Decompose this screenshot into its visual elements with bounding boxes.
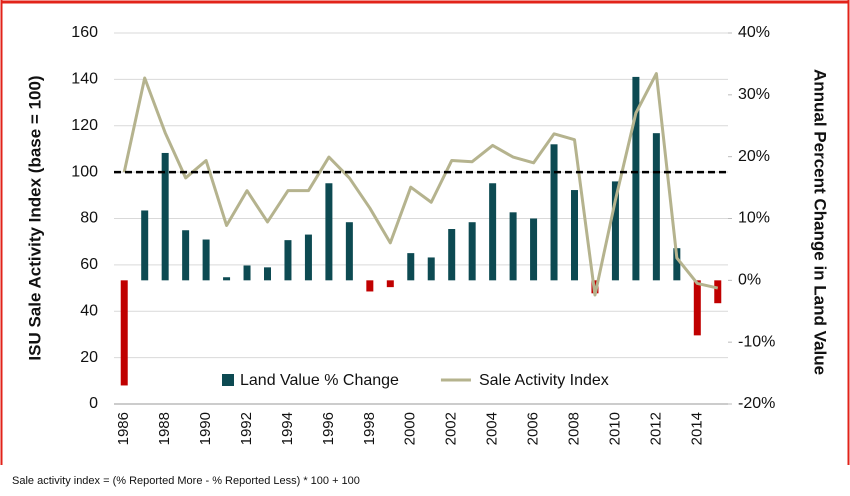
y2-tick-label: 20% [738,148,770,165]
bar [427,257,435,281]
x-tick-label: 1994 [279,412,296,445]
bar [550,144,558,281]
bar [652,133,660,281]
legend-label: Land Value % Change [240,372,399,389]
y-tick-label: 160 [71,24,98,41]
x-tick-label: 2010 [606,412,623,445]
x-tick-label: 2012 [647,412,664,445]
x-tick-label: 1990 [197,412,214,445]
x-tick-label: 1986 [115,412,132,445]
x-tick-label: 1998 [361,412,378,445]
bar [366,280,374,292]
bar [304,234,312,281]
bar [448,229,456,281]
bar [632,76,640,281]
x-tick-label: 1992 [238,412,255,445]
bar [243,265,251,281]
y2-tick-label: 10% [738,210,770,227]
bar [284,240,292,281]
bar [325,183,333,281]
y2-tick-label: -10% [738,333,775,350]
bar [407,253,415,281]
note: Sale activity index = (% Reported More -… [12,475,360,487]
bar [509,212,517,281]
y-tick-label: 40 [80,302,98,319]
bar [571,190,578,281]
y-tick-label: 80 [80,210,98,227]
y-tick-label: 140 [71,71,98,88]
bar [345,222,353,281]
x-tick-label: 2000 [402,412,419,445]
bar [264,267,271,281]
line [122,72,719,297]
y-tick-label: 0 [89,395,98,412]
bar [161,152,169,281]
bar [386,280,394,288]
y-axis-label: ISU Sale Activity Index (base = 100) [25,75,44,360]
bar [141,210,149,281]
bar [611,181,619,281]
y-tick-label: 120 [71,117,98,134]
bar [223,277,231,281]
x-tick-label: 2002 [443,412,460,445]
y-tick-label: 20 [80,349,98,366]
bar [202,239,210,281]
y2-axis-label: Annual Percent Change in Land Value [811,69,830,375]
x-tick-label: 2004 [484,412,501,445]
y2-tick-label: 0% [738,272,761,289]
bar [468,222,476,281]
x-tick-label: 1988 [156,412,173,445]
bar [530,218,538,281]
x-tick-label: 1996 [320,412,337,445]
x-tick-label: 2008 [565,412,582,445]
bar [182,230,190,281]
bar [673,248,681,281]
bar [120,280,128,386]
x-tick-label: 2006 [525,412,542,445]
bar [693,280,701,336]
y2-tick-label: -20% [738,395,775,412]
bar [489,183,497,281]
y-tick-label: 60 [80,256,98,273]
legend-swatch [222,374,234,386]
y2-tick-label: 40% [738,24,770,41]
bar [714,280,722,304]
y-tick-label: 100 [71,163,98,180]
legend-label: Sale Activity Index [479,372,609,389]
y2-tick-label: 30% [738,86,770,103]
x-tick-label: 2014 [688,412,705,445]
